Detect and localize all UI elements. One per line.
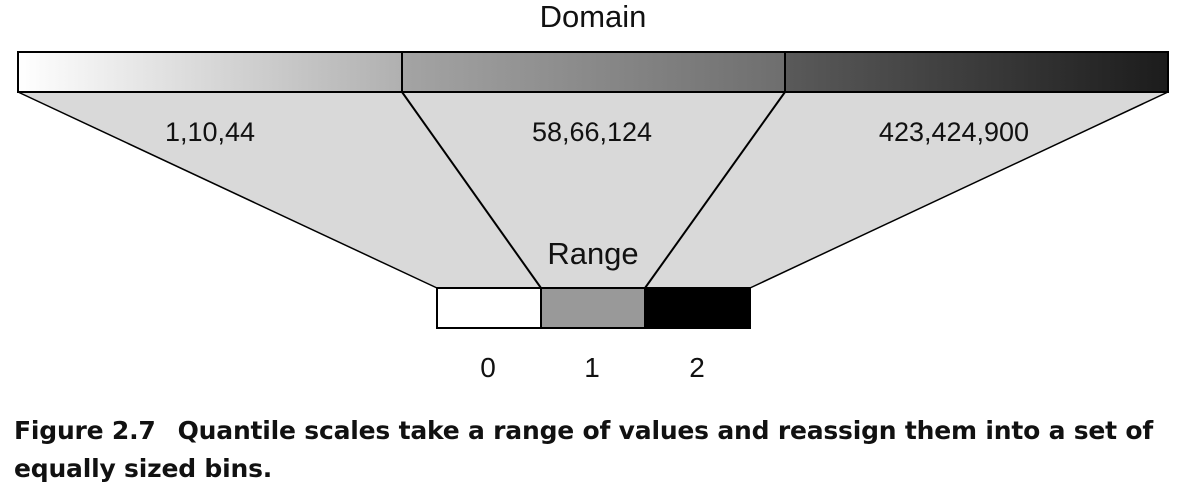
- domain-title: Domain: [540, 0, 647, 34]
- range-title: Range: [547, 236, 638, 271]
- range-bin-0-label: 0: [480, 352, 496, 383]
- figure-caption: Figure 2.7 Quantile scales take a range o…: [14, 412, 1164, 488]
- domain-bin-1: [17, 51, 403, 93]
- domain-bin-1-values: 1,10,44: [165, 117, 255, 147]
- range-bin-0: [436, 287, 542, 329]
- quantile-scale-diagram: Domain 1,10,44 58,66,124 423,424,900 Ran…: [17, 0, 1169, 383]
- mapping-funnel: [18, 92, 1168, 288]
- domain-bin-3: [784, 51, 1169, 93]
- figure-caption-text: Quantile scales take a range of values a…: [14, 416, 1154, 483]
- range-bin-1-label: 1: [584, 352, 600, 383]
- domain-bin-2-values: 58,66,124: [532, 117, 652, 147]
- range-bin-1: [540, 287, 646, 329]
- funnel-edge-right: [749, 91, 1169, 289]
- domain-bin-3-values: 423,424,900: [879, 117, 1029, 147]
- mapping-line-1: [401, 91, 542, 289]
- funnel-edge-left: [17, 91, 438, 289]
- range-bin-2-label: 2: [689, 352, 705, 383]
- range-bin-2: [644, 287, 751, 329]
- domain-bin-2: [401, 51, 786, 93]
- figure-label: Figure 2.7: [14, 416, 156, 445]
- mapping-line-2: [644, 91, 786, 289]
